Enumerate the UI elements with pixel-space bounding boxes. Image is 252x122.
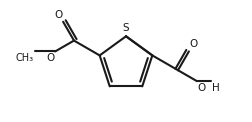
Text: CH₃: CH₃ — [15, 53, 34, 63]
Text: O: O — [46, 53, 54, 63]
Text: O: O — [190, 39, 198, 49]
Text: O: O — [54, 10, 62, 20]
Text: S: S — [123, 23, 129, 33]
Text: H: H — [212, 83, 219, 93]
Text: O: O — [198, 83, 206, 93]
